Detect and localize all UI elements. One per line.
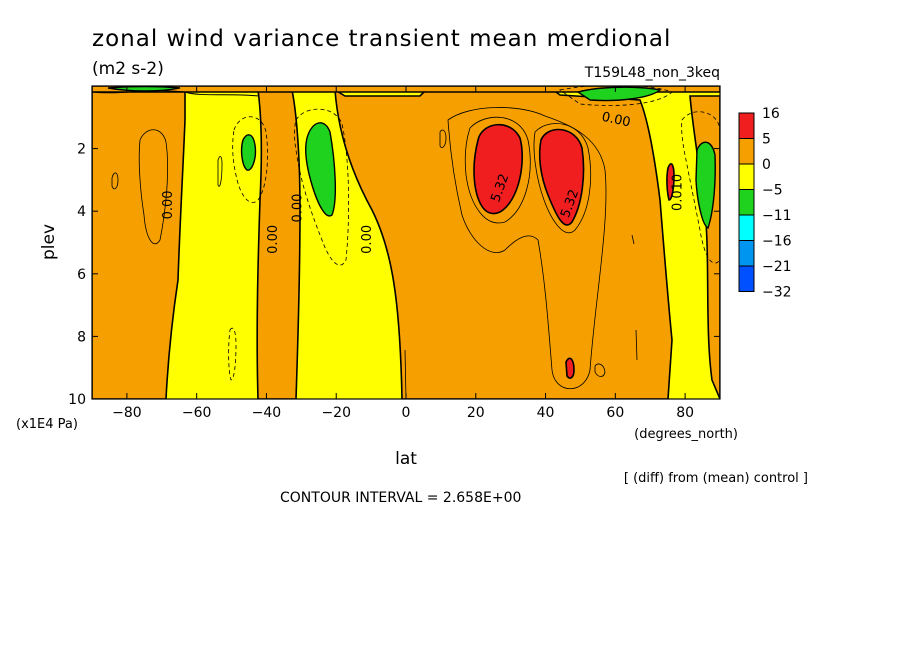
- y-axis: 2 4 6 8 10: [68, 142, 720, 408]
- run-label: T159L48_non_3keq: [584, 65, 720, 81]
- contour-line: [594, 363, 606, 377]
- y-tick-label: 10: [68, 392, 86, 408]
- dashed-contour: [559, 86, 673, 106]
- x-tick-label: −20: [321, 405, 351, 421]
- plot-area: 0.000.000.000.005.32 5.320.000.010: [91, 85, 721, 400]
- x-axis: −80 −60 −40 −20 0 20 40 60 80: [112, 86, 694, 421]
- colorbar-label: −5: [762, 183, 783, 199]
- colorbar-swatch: [738, 214, 755, 241]
- contour-interval: CONTOUR INTERVAL = 2.658E+00: [280, 490, 521, 506]
- colorbar-label: −11: [762, 208, 792, 224]
- colorbar-label: 16: [762, 106, 780, 122]
- contour-label: 0.00: [266, 225, 281, 254]
- contour-line: [464, 116, 531, 224]
- y-tick-label: 8: [77, 329, 86, 345]
- x-tick-label: −80: [112, 405, 142, 421]
- dashed-contour: [294, 108, 350, 266]
- contour-label: 0.00: [290, 194, 305, 223]
- negative-strong-regions: [107, 86, 716, 229]
- x-tick-label: −60: [182, 405, 212, 421]
- region-equator-nh: [334, 86, 673, 399]
- region-neg-84: [695, 141, 716, 229]
- chart-title: zonal wind variance transient mean merdi…: [92, 26, 671, 52]
- chart-units: (m2 s-2): [92, 59, 164, 79]
- region-pos-26: [473, 123, 523, 215]
- contour-line: [404, 349, 407, 399]
- contour-label: 0.00: [161, 190, 176, 219]
- x-tick-label: 0: [402, 405, 411, 421]
- contour-label: 0.00: [600, 110, 631, 131]
- y-tick-label: 2: [77, 142, 86, 158]
- region-pos-75: [666, 163, 675, 201]
- contour-line: [111, 172, 119, 190]
- y-axis-label: plev: [39, 224, 59, 260]
- region-neg-top-nh: [576, 86, 662, 102]
- region-pos-45: [538, 128, 585, 226]
- region-pos-47-low: [565, 357, 575, 379]
- dashed-contour: [232, 116, 268, 203]
- colorbar-swatch: [738, 265, 755, 292]
- x-tick-label: 40: [537, 405, 555, 421]
- x-axis-label: lat: [395, 449, 417, 469]
- y-tick-label: 4: [77, 204, 86, 220]
- colorbar-swatch: [738, 189, 755, 216]
- contour-label: 0.010: [671, 174, 686, 211]
- colorbar-legend: 16 5 0 −5 −11 −16 −21 −32: [738, 106, 792, 301]
- x-tick-label: 80: [676, 405, 694, 421]
- region-neg-26: [304, 122, 337, 217]
- positive-strong-regions: [473, 123, 675, 379]
- dashed-contour: [228, 327, 237, 381]
- x-tick-label: −40: [252, 405, 282, 421]
- colorbar-swatch: [738, 112, 755, 139]
- region-neg-45: [240, 134, 257, 171]
- x-tick-label: 60: [606, 405, 624, 421]
- colorbar-label: 5: [762, 132, 771, 148]
- colorbar-label: −32: [762, 285, 792, 301]
- contour-line: [631, 234, 635, 245]
- region-neg-top-sh: [107, 86, 181, 92]
- diff-note: [ (diff) from (mean) control ]: [624, 471, 808, 486]
- x-axis-units: (degrees_north): [634, 427, 738, 442]
- colorbar-label: 0: [762, 157, 771, 173]
- dashed-contour: [681, 111, 720, 264]
- x-tick-label: 20: [467, 405, 485, 421]
- negative-contour-lines: [228, 86, 720, 381]
- contour-label: 0.00: [360, 225, 375, 254]
- contour-line: [217, 156, 223, 187]
- contour-lines: [111, 107, 638, 399]
- colorbar-swatch: [738, 240, 755, 267]
- contour-line: [635, 329, 638, 361]
- colorbar-label: −16: [762, 234, 792, 250]
- colorbar-swatch: [738, 138, 755, 165]
- y-tick-label: 6: [77, 267, 86, 283]
- y-axis-units: (x1E4 Pa): [16, 417, 78, 432]
- contour-line: [439, 129, 447, 148]
- contour-line: [92, 90, 259, 97]
- region-sh-polar: [92, 89, 186, 399]
- contour-line: [138, 129, 169, 245]
- colorbar-label: −21: [762, 259, 792, 275]
- colorbar-swatch: [738, 163, 755, 190]
